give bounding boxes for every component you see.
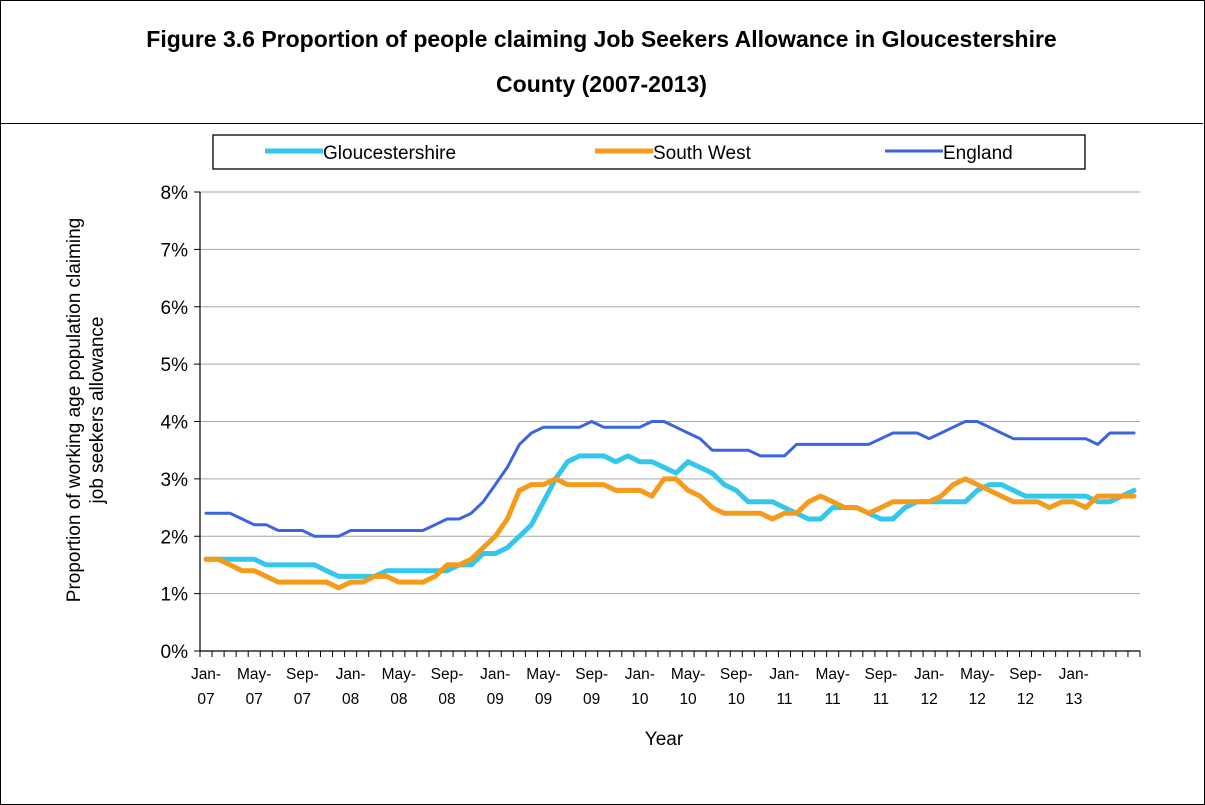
x-tick-label: Sep- — [286, 666, 319, 683]
axes — [199, 192, 1140, 652]
x-tick-label: Jan- — [1059, 666, 1089, 683]
gridlines — [200, 191, 1140, 595]
x-tick-label: 08 — [342, 691, 359, 708]
y-tick-label: 2% — [161, 527, 189, 548]
x-tick-label: Sep- — [720, 666, 753, 683]
x-tick-label: 10 — [679, 691, 697, 708]
x-tick-label: May- — [671, 666, 705, 683]
x-tick-label: Sep- — [575, 666, 608, 683]
x-tick-label: 08 — [438, 691, 455, 708]
x-tick-label: 09 — [487, 691, 504, 708]
figure-title-box: Figure 3.6 Proportion of people claiming… — [0, 0, 1203, 124]
x-tick-label: 09 — [535, 691, 552, 708]
x-tick-label: 11 — [873, 691, 889, 708]
x-tick-label: 12 — [1017, 691, 1034, 708]
x-tick-label: May- — [815, 666, 849, 683]
y-tick-label: 3% — [161, 470, 189, 491]
x-tick-label: Jan- — [480, 666, 510, 683]
x-tick-label: 11 — [825, 691, 841, 708]
series-line-england — [204, 420, 1136, 538]
chart-title-line-2: County (2007-2013) — [496, 70, 707, 97]
y-axis-label-line-1: Proportion of working age population cla… — [64, 218, 85, 602]
y-tick-label: 8% — [161, 183, 189, 204]
x-tick-label: 11 — [776, 691, 792, 708]
x-tick-label: 09 — [583, 691, 600, 708]
y-tick-label: 1% — [161, 585, 189, 606]
y-tick-label: 5% — [161, 355, 189, 376]
x-tick-label: Jan- — [191, 666, 221, 683]
x-tick-label: Sep- — [1009, 666, 1042, 683]
x-tick-label: 10 — [728, 691, 746, 708]
y-tick-label: 6% — [161, 298, 189, 319]
legend-label: England — [943, 143, 1013, 164]
chart-title: Figure 3.6 Proportion of people claiming… — [27, 17, 1177, 107]
x-tick-label: Jan- — [769, 666, 799, 683]
x-axis-label: Year — [645, 729, 684, 750]
series-lines — [203, 420, 1137, 591]
x-tick-label: 12 — [969, 691, 986, 708]
x-tick-label: May- — [960, 666, 994, 683]
x-tick-label: Jan- — [625, 666, 655, 683]
x-tick-label: 08 — [390, 691, 407, 708]
x-tick-label: Sep- — [431, 666, 464, 683]
y-tick-label: 7% — [161, 240, 189, 261]
x-tick-label: 13 — [1065, 691, 1082, 708]
x-tick-label: May- — [237, 666, 271, 683]
x-tick-label: 10 — [631, 691, 649, 708]
x-tick-label: 07 — [246, 691, 263, 708]
legend: Gloucestershire South West England — [212, 134, 1086, 170]
y-axis-ticks: 0% 1% 2% 3% 4% 5% 6% 7% 8% — [161, 183, 200, 663]
x-tick-label: 12 — [920, 691, 937, 708]
x-tick-label: Jan- — [914, 666, 944, 683]
y-tick-label: 4% — [161, 413, 189, 434]
series-line-gloucestershire — [203, 453, 1137, 579]
x-tick-label: Jan- — [336, 666, 366, 683]
y-axis-label-line-2: job seekers allowance — [87, 317, 108, 505]
x-axis-ticks: Jan- 07 May- 07 Sep- 07 Jan- 08 May- 08 Sep- 08 Jan-… — [191, 651, 1141, 708]
x-tick-label: Sep- — [865, 666, 898, 683]
y-tick-label: 0% — [161, 642, 189, 663]
x-tick-label: May- — [526, 666, 560, 683]
x-tick-label: May- — [382, 666, 416, 683]
x-tick-label: 07 — [197, 691, 214, 708]
legend-label: Gloucestershire — [323, 143, 456, 164]
series-line-south-west — [203, 476, 1137, 591]
chart-title-line-1: Figure 3.6 Proportion of people claiming… — [146, 25, 1057, 52]
legend-label: South West — [653, 143, 752, 164]
x-tick-label: 07 — [294, 691, 311, 708]
